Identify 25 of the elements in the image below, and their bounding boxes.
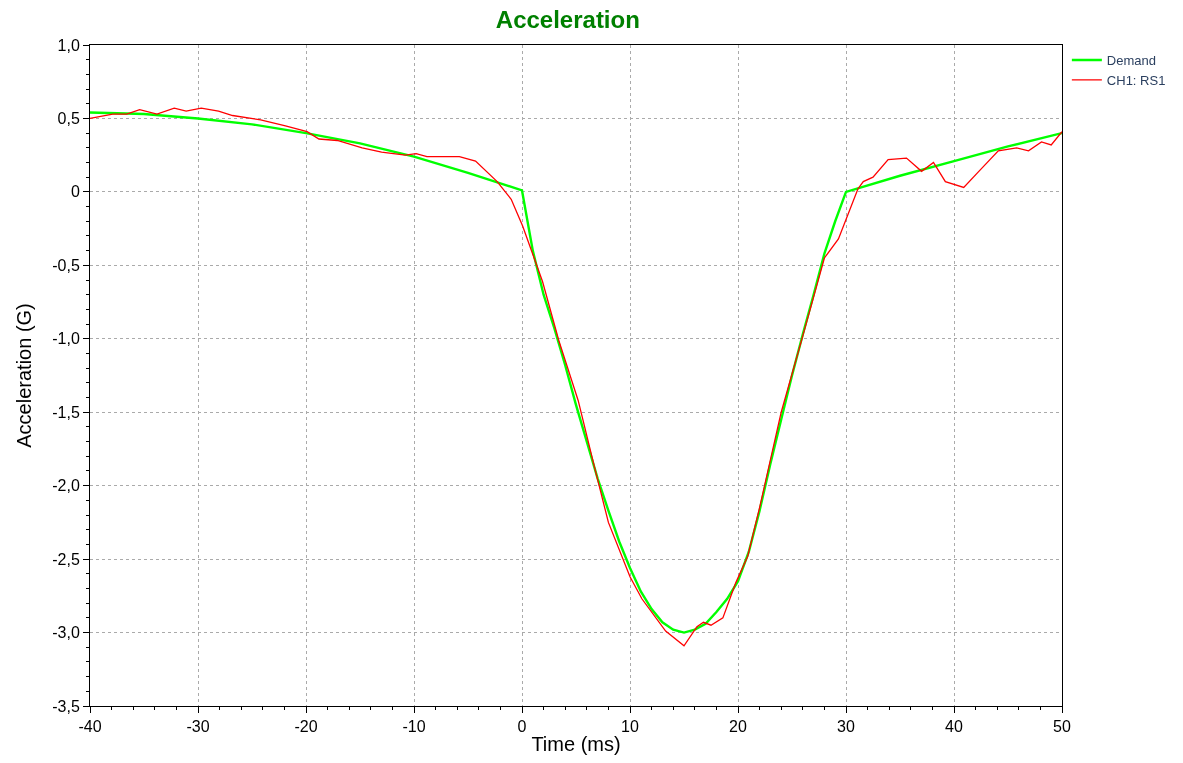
x-axis-title: Time (ms) bbox=[531, 732, 621, 755]
x-tick-label: 10 bbox=[621, 718, 639, 736]
x-tick-label: -40 bbox=[78, 718, 102, 736]
y-axis-title: Acceleration (G) bbox=[12, 303, 35, 448]
x-tick-label: 30 bbox=[837, 718, 855, 736]
legend-label: Demand bbox=[1106, 53, 1156, 69]
y-tick-label: -0,5 bbox=[52, 256, 80, 274]
y-tick-label: -2,5 bbox=[52, 550, 80, 568]
x-tick-label: -10 bbox=[402, 718, 426, 736]
x-tick-label: -30 bbox=[186, 718, 210, 736]
y-tick-label: -2,0 bbox=[52, 477, 80, 495]
chart-title: Acceleration bbox=[495, 6, 640, 34]
y-tick-label: -1,0 bbox=[52, 330, 80, 348]
y-tick-label: -3,0 bbox=[52, 624, 80, 642]
x-tick-label: 40 bbox=[945, 718, 963, 736]
x-tick-label: 20 bbox=[729, 718, 747, 736]
y-tick-label: 0,5 bbox=[57, 110, 80, 128]
y-tick-label: -1,5 bbox=[52, 403, 80, 421]
x-tick-label: -20 bbox=[294, 718, 318, 736]
y-tick-label: -3,5 bbox=[52, 697, 80, 715]
y-tick-label: 0 bbox=[70, 183, 80, 201]
legend-label: CH1: RS1 bbox=[1106, 72, 1166, 88]
x-tick-label: 0 bbox=[517, 718, 527, 736]
y-tick-label: 1,0 bbox=[57, 36, 80, 54]
x-tick-label: 50 bbox=[1053, 718, 1071, 736]
